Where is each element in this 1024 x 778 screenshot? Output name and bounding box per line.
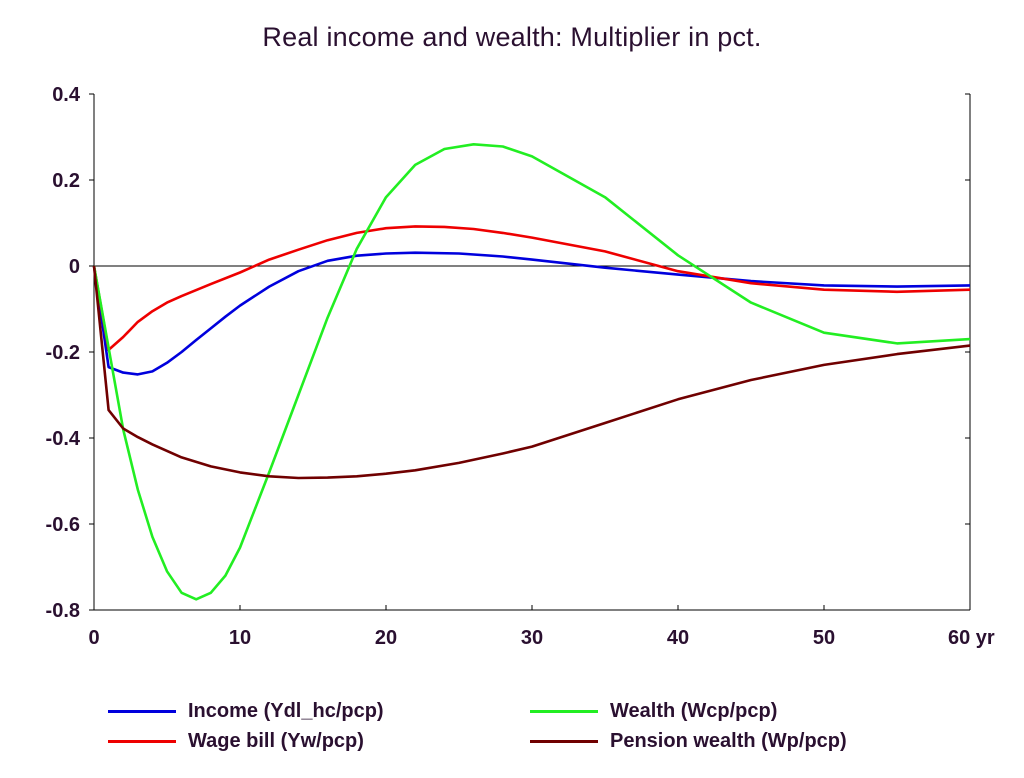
series-line-1: [92, 251, 971, 376]
axes-frame: [93, 94, 971, 611]
y-tick-label: 0.2: [52, 170, 80, 192]
series-lines: [92, 143, 971, 601]
x-tick-label: 60 yr: [948, 627, 995, 649]
x-tick-label: 20: [375, 627, 397, 649]
y-tick-label: -0.6: [46, 514, 80, 536]
y-tick-label: -0.8: [46, 600, 80, 622]
series-line-3: [92, 143, 971, 601]
y-tick-label: -0.4: [46, 428, 81, 450]
chart-title: Real income and wealth: Multiplier in pc…: [262, 22, 762, 52]
x-tick-label: 50: [813, 627, 835, 649]
series-line-2: [92, 225, 971, 352]
y-tick-label: 0.4: [52, 84, 81, 106]
x-tick-label: 10: [229, 627, 251, 649]
x-tick-label: 30: [521, 627, 543, 649]
series-line-4: [92, 265, 971, 480]
y-tick-label: -0.2: [46, 342, 80, 364]
y-tick-label: 0: [69, 256, 80, 278]
axis-ticks: 0.4 0.2 0 -0.2 -0.4 -0.6 -0.8 0 10 20 30 40 50 60 yr: [46, 84, 995, 649]
x-tick-label: 0: [88, 627, 99, 649]
x-tick-label: 40: [667, 627, 689, 649]
